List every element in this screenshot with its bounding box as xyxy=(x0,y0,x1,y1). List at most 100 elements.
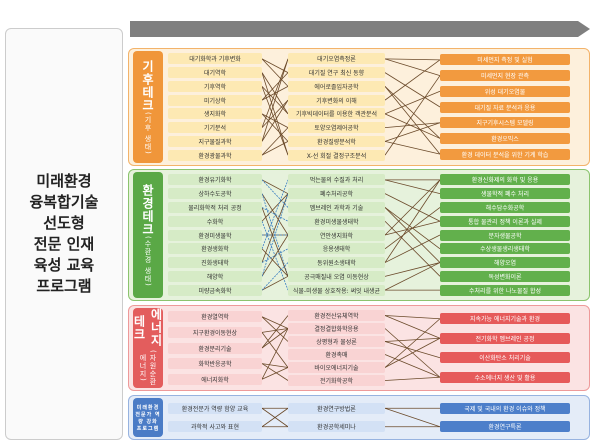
link-line xyxy=(261,141,289,156)
link-line xyxy=(261,367,289,380)
course-box: 결정결합화학응용 xyxy=(288,323,385,334)
section-title: 기후테크 xyxy=(140,59,155,112)
link-line xyxy=(384,86,441,139)
link-line xyxy=(384,59,441,101)
program-title: 미래환경 융복합기술 선도형 전문 인재 육성 교육 프로그램 xyxy=(5,28,123,440)
link-line xyxy=(261,275,289,291)
link-line xyxy=(261,332,289,368)
section-title: 환경테크 xyxy=(140,183,155,236)
link-line xyxy=(261,58,289,87)
course-box: 환경유기화학 xyxy=(168,174,262,186)
course-box: 환경공학세미나 xyxy=(288,421,385,433)
course-box: 기후빅데이터를 이용한 객관분석 xyxy=(288,108,385,120)
course-box: 이산화탄소 처리기술 xyxy=(440,352,570,364)
course-box: 생지화학 xyxy=(168,108,262,120)
course-box: 수처리를 위한 나노물질 합성 xyxy=(440,284,570,296)
link-line xyxy=(261,127,289,156)
course-box: 멤브레인 과학과 기술 xyxy=(288,201,385,213)
course-box: 미세먼지 현장 관측 xyxy=(440,70,570,82)
course-box: 전기화학 멤브레인 공정 xyxy=(440,332,570,344)
course-box: 상평형과 물성론 xyxy=(288,336,385,347)
course-box: 에어로졸입자공학 xyxy=(288,80,385,92)
course-box: 기후역학 xyxy=(168,80,262,92)
section-label: 기후테크 (기후 생태) xyxy=(133,51,163,163)
course-box: 환경미생물학 xyxy=(168,229,262,241)
link-line xyxy=(384,207,441,263)
title-line: 프로그램 xyxy=(36,277,92,295)
link-line xyxy=(384,407,441,428)
title-line: 미래환경 xyxy=(36,172,92,190)
course-box: 토양오염제어공학 xyxy=(288,122,385,134)
link-line xyxy=(261,58,289,142)
link-line xyxy=(384,179,441,195)
link-line xyxy=(261,207,289,277)
link-line xyxy=(261,328,289,333)
section-label: 환경테크 (수환경 생태) xyxy=(133,172,163,298)
link-line xyxy=(261,234,289,277)
link-line xyxy=(261,72,289,101)
course-box: 대기역학 xyxy=(168,67,262,79)
course-box: 환경연구방법론 xyxy=(288,402,385,414)
course-box: 대기질 연구 최신 동향 xyxy=(288,67,385,79)
course-box: 수상생물생리생태학 xyxy=(440,243,570,255)
course-box: 화학반응공학 xyxy=(168,358,262,370)
link-line xyxy=(384,234,441,263)
link-line xyxy=(384,122,441,129)
course-box: 환경질량분석학 xyxy=(288,135,385,147)
course-box: 공극매질내 오염 이동현상 xyxy=(288,270,385,282)
link-line xyxy=(384,318,441,368)
course-box: 연안생지화학 xyxy=(288,229,385,241)
course-box: 식물-미생물 상호작용: 써잇 내생균 xyxy=(288,284,385,296)
link-line xyxy=(384,354,441,378)
link-line xyxy=(384,90,441,115)
course-box: 대기화학과 기후변화 xyxy=(168,53,262,65)
course-box: 생물학적 폐수 처리 xyxy=(440,188,570,200)
link-line xyxy=(261,113,289,142)
link-line xyxy=(384,122,441,142)
link-line xyxy=(261,248,289,263)
link-line xyxy=(261,248,289,277)
course-box: 전기화학공학 xyxy=(288,375,385,386)
section-title: 미래환경 전문가 역량 강화 프로그램 xyxy=(135,404,161,432)
course-box: 환경신화제의 화학 및 응용 xyxy=(440,174,570,186)
course-box: 수소에너지 생산 및 활용 xyxy=(440,371,570,383)
course-box: 진화생태학 xyxy=(168,257,262,269)
link-line xyxy=(384,207,441,250)
link-line xyxy=(384,140,441,155)
link-line xyxy=(384,341,441,359)
section-subtitle: (자원순환 에너지) xyxy=(139,349,157,386)
course-box: 환경연구특론 xyxy=(440,421,570,433)
course-box: 바이오에너지기술 xyxy=(288,362,385,373)
link-line xyxy=(384,262,441,291)
course-box: 대기질 자료 분석과 응용 xyxy=(440,101,570,113)
course-box: 물리화학적 처리 공정 xyxy=(168,201,262,213)
link-line xyxy=(261,315,289,349)
title-line: 전문 인재 xyxy=(33,235,95,253)
link-line xyxy=(384,113,441,139)
link-line xyxy=(384,58,441,76)
course-box: 통합 물관리 정책 이론과 실제 xyxy=(440,215,570,227)
link-line xyxy=(261,207,289,222)
link-line xyxy=(261,407,289,428)
link-line xyxy=(384,262,441,277)
link-line xyxy=(261,179,289,195)
course-box: 지구기후시스템 모델링 xyxy=(440,117,570,129)
course-box: 수화학 xyxy=(168,215,262,227)
course-box: 지구환경이동현상 xyxy=(168,326,262,338)
course-box: 환경분리기술 xyxy=(168,342,262,354)
course-box: 환경오믹스 xyxy=(440,132,570,144)
course-box: 기후변화의 이해 xyxy=(288,94,385,106)
section-title: 에너지테크 xyxy=(132,308,163,348)
section-panel xyxy=(128,395,590,440)
course-box: 에너지화학 xyxy=(168,373,262,385)
link-line xyxy=(384,72,441,108)
stage-arrow xyxy=(130,21,590,37)
course-box: 대기오염측정론 xyxy=(288,53,385,65)
link-line xyxy=(261,363,289,381)
course-box: 미세먼지 측정 및 실험 xyxy=(440,54,570,66)
link-line xyxy=(384,86,441,155)
link-line xyxy=(384,337,441,368)
link-line xyxy=(384,179,441,263)
